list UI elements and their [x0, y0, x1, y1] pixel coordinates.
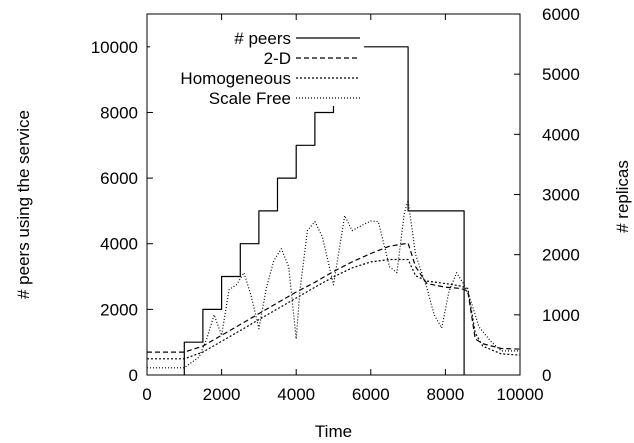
legend-background [150, 22, 364, 106]
y-left-tick-label: 10000 [91, 38, 138, 57]
x-tick-label: 6000 [352, 385, 390, 404]
y-right-tick-label: 6000 [542, 5, 580, 24]
series-line-3 [147, 258, 521, 360]
y-right-tick-label: 2000 [542, 246, 580, 265]
series-line-2 [147, 242, 521, 353]
x-tick-label: 2000 [203, 385, 241, 404]
legend-label: 2-D [264, 49, 291, 68]
y-right-tick-label: 3000 [542, 186, 580, 205]
y-left-tick-label: 2000 [100, 300, 138, 319]
x-tick-label: 4000 [277, 385, 315, 404]
legend-label: Homogeneous [180, 69, 291, 88]
x-tick-label: 8000 [426, 385, 464, 404]
x-tick-label: 10000 [496, 385, 543, 404]
y-axis-label-right: # replicas [613, 160, 632, 233]
y-right-tick-label: 0 [542, 366, 551, 385]
y-left-tick-label: 8000 [100, 103, 138, 122]
y-axis-label-left: # peers using the service [14, 110, 33, 299]
y-left-tick-label: 0 [129, 366, 138, 385]
ticks-layer: 0 2000 4000 6000 8000 10000020004000600080001… [91, 5, 580, 404]
y-right-tick-label: 4000 [542, 125, 580, 144]
legend-label: # peers [234, 29, 291, 48]
x-tick-label: 0 [142, 385, 151, 404]
y-left-tick-label: 6000 [100, 169, 138, 188]
y-right-tick-label: 1000 [542, 306, 580, 325]
y-left-tick-label: 4000 [100, 235, 138, 254]
x-axis-label: Time [315, 422, 352, 441]
y-right-tick-label: 5000 [542, 65, 580, 84]
legend-label: Scale Free [209, 89, 291, 108]
